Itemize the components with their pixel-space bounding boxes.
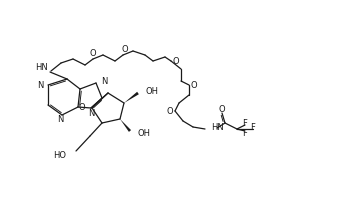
Text: N: N: [57, 116, 63, 124]
Text: O: O: [90, 49, 96, 59]
Text: F: F: [243, 129, 247, 138]
Text: HN: HN: [211, 122, 224, 132]
Text: O: O: [191, 81, 197, 89]
Text: OH: OH: [138, 129, 151, 138]
Text: O: O: [167, 106, 173, 116]
Text: O: O: [173, 57, 179, 65]
Text: OH: OH: [146, 86, 159, 95]
Text: O: O: [122, 46, 128, 54]
Polygon shape: [120, 119, 131, 132]
Text: N: N: [101, 76, 107, 86]
Text: F: F: [251, 124, 256, 132]
Text: O: O: [78, 103, 85, 113]
Text: O: O: [219, 105, 225, 113]
Text: HO: HO: [53, 151, 66, 160]
Text: N: N: [88, 108, 94, 118]
Text: F: F: [243, 119, 247, 127]
Polygon shape: [124, 92, 139, 103]
Text: HN: HN: [36, 64, 48, 73]
Text: N: N: [37, 81, 43, 89]
